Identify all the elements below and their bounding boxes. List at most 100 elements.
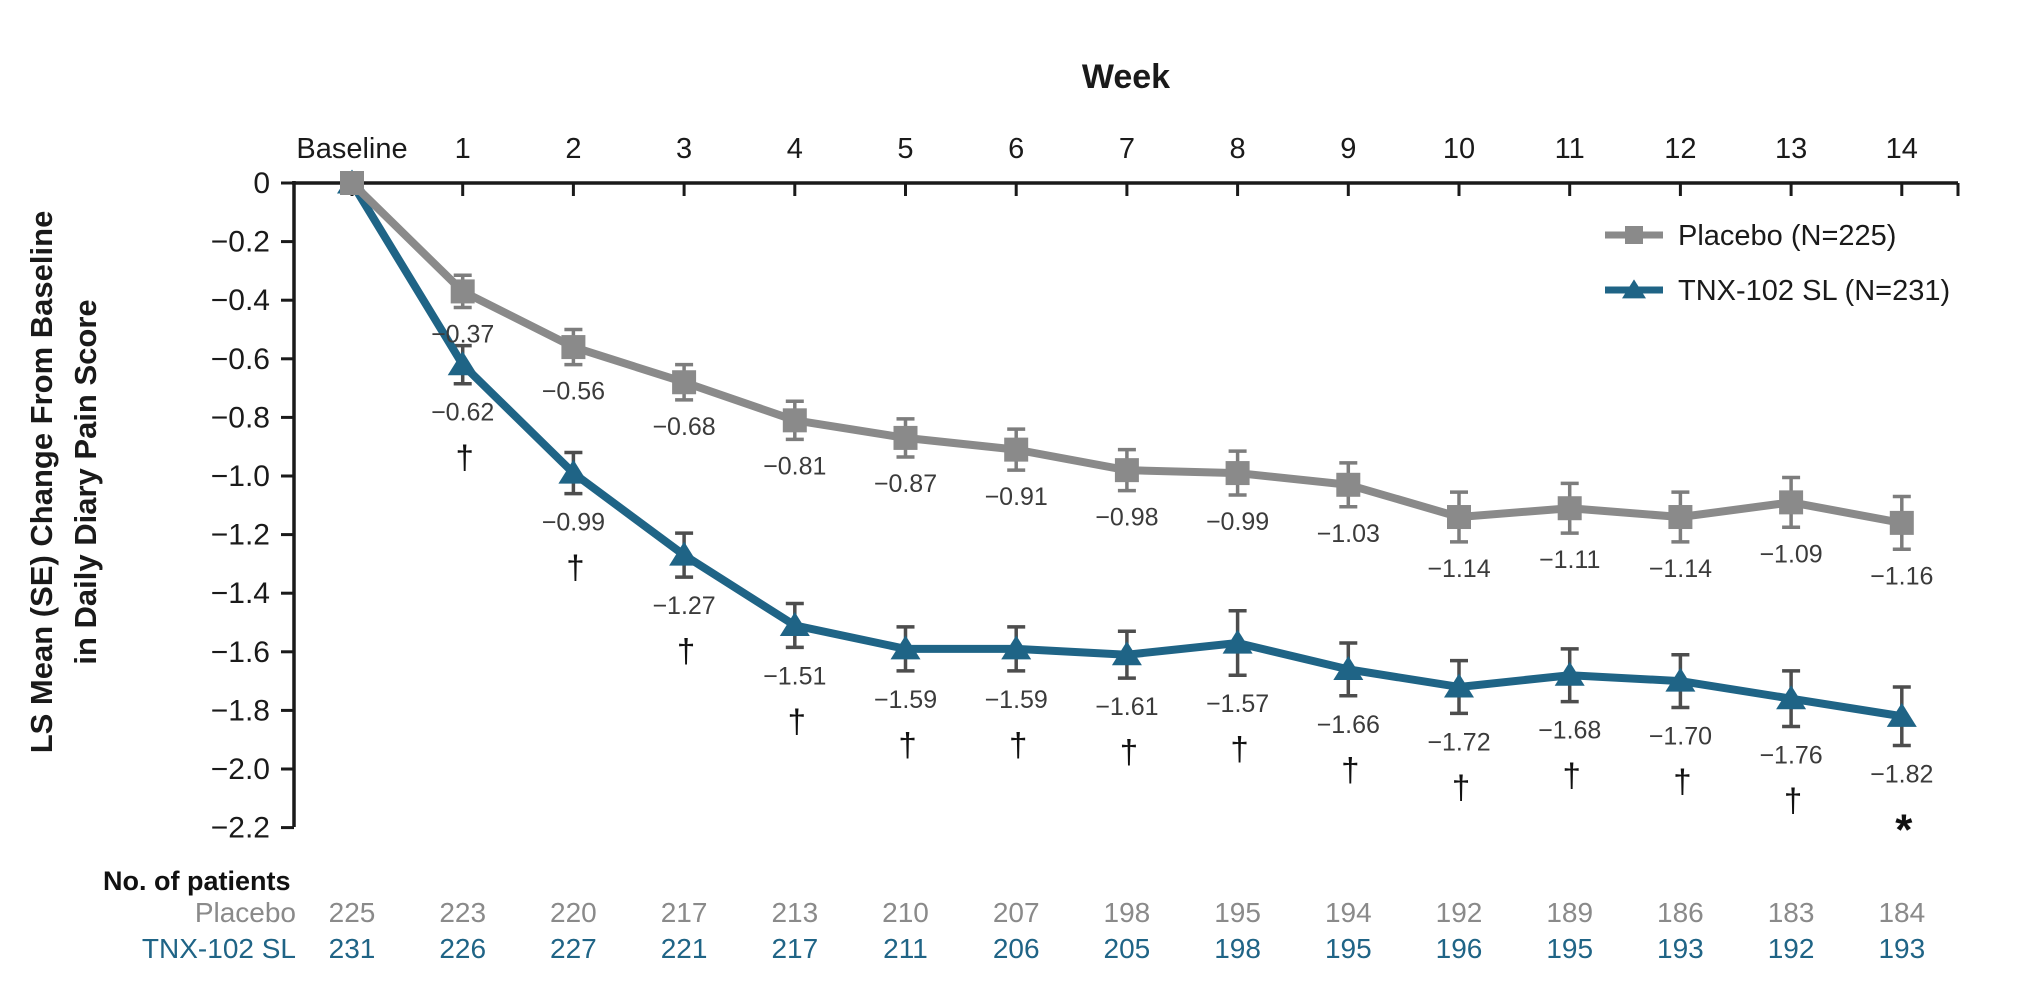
patients-count: 213 [771, 897, 818, 928]
series-marker-triangle [669, 541, 700, 566]
series-placebo-labels: −0.37 −0.56 −0.68 −0.81 −0.87 −0.91 −0.98 −0.99… [431, 321, 1933, 591]
data-label: −1.14 [1427, 555, 1490, 583]
series-tnx-labels: −0.62 † −0.99 † −1.27 † −1.51 † −1.59 † −1.59 † −1.6… [431, 399, 1933, 855]
data-label: −1.70 [1649, 722, 1712, 750]
patients-count: 193 [1878, 933, 1925, 964]
x-tick-label: 10 [1443, 133, 1475, 165]
series-marker-square [340, 171, 364, 195]
patients-count: 227 [550, 933, 597, 964]
data-label: −0.56 [542, 378, 605, 406]
series-marker-square [1889, 510, 1914, 535]
data-label: −1.14 [1649, 555, 1712, 583]
dagger-annotation: † [1452, 768, 1470, 805]
dagger-annotation: † [898, 726, 916, 763]
patients-count: 192 [1436, 897, 1483, 928]
patients-row-placebo: Placebo 225 223 220 217 213 210 207 198 195 194 192… [195, 897, 1925, 928]
series-marker-triangle [447, 351, 478, 376]
y-tick-label: −0.8 [211, 401, 270, 434]
dagger-annotation: † [566, 549, 584, 586]
data-label: −1.11 [1539, 546, 1600, 574]
data-label: −0.91 [985, 483, 1048, 511]
x-tick-label: 9 [1340, 133, 1356, 165]
series-marker-triangle [558, 459, 589, 484]
patients-table-header: No. of patients [103, 866, 291, 896]
data-label: −0.87 [874, 470, 937, 498]
patients-count: 217 [771, 933, 818, 964]
patients-count: 231 [329, 933, 376, 964]
data-label: −0.81 [763, 452, 826, 480]
patients-count: 206 [993, 933, 1040, 964]
patients-count: 195 [1325, 933, 1372, 964]
y-tick-label: −1.4 [211, 577, 270, 610]
patients-count: 207 [993, 897, 1040, 928]
y-tick-label: −2.2 [211, 812, 270, 845]
x-tick-label: 12 [1664, 133, 1696, 165]
series-marker-square [1668, 505, 1693, 530]
patients-count: 189 [1546, 897, 1593, 928]
data-label: −1.61 [1095, 693, 1158, 721]
x-tick-label: 3 [676, 133, 692, 165]
series-placebo [340, 171, 1914, 551]
data-label: −1.27 [652, 592, 715, 620]
data-label: −1.16 [1870, 562, 1933, 590]
series-marker-square [561, 335, 586, 360]
patients-count: 226 [439, 933, 486, 964]
patients-count: 196 [1436, 933, 1483, 964]
y-tick-label: −2.0 [211, 753, 270, 786]
patients-count: 183 [1768, 897, 1815, 928]
dagger-annotation: † [1784, 782, 1802, 819]
dagger-annotation: † [1120, 733, 1138, 770]
dagger-annotation: † [1341, 751, 1359, 788]
series-marker-square [1225, 461, 1250, 486]
data-label: −0.68 [652, 413, 715, 441]
dagger-annotation: † [1563, 757, 1581, 794]
x-tick-label: Baseline [296, 133, 407, 165]
dagger-annotation: † [456, 439, 474, 476]
data-label: −1.59 [985, 686, 1048, 714]
patients-count: 223 [439, 897, 486, 928]
patients-count: 211 [883, 933, 928, 964]
x-tick-label: 2 [565, 133, 581, 165]
series-marker-triangle [1001, 635, 1032, 660]
axes: Baseline 1 2 3 4 5 6 7 8 9 10 11 12 13 140−0.2−0.4−0.6… [211, 133, 1960, 845]
series-marker-triangle [1333, 655, 1364, 680]
data-label: −0.62 [431, 399, 494, 427]
data-label: −1.59 [874, 686, 937, 714]
y-tick-label: −1.0 [211, 460, 270, 493]
dagger-annotation: † [1673, 762, 1691, 799]
data-label: −0.99 [1206, 508, 1269, 536]
data-label: −1.82 [1870, 761, 1933, 789]
series-marker-triangle [1665, 667, 1696, 692]
series-marker-triangle [1222, 629, 1253, 654]
x-tick-label: 1 [455, 133, 471, 165]
series-marker-square [1625, 226, 1643, 244]
patients-count: 225 [329, 897, 376, 928]
series-marker-triangle [1776, 685, 1807, 710]
patients-row-label: Placebo [195, 897, 296, 928]
patients-count: 193 [1657, 933, 1704, 964]
patients-count: 195 [1546, 933, 1593, 964]
data-label: −0.98 [1095, 504, 1158, 532]
patients-count: 198 [1214, 933, 1261, 964]
series-marker-triangle [1554, 661, 1585, 686]
patients-count: 205 [1104, 933, 1151, 964]
dagger-annotation: † [677, 632, 695, 669]
series-marker-triangle [779, 611, 810, 636]
data-label: −1.57 [1206, 690, 1269, 718]
x-tick-label: 6 [1008, 133, 1024, 165]
data-label: −0.99 [542, 509, 605, 537]
legend: Placebo (N=225) TNX-102 SL (N=231) [1605, 220, 1950, 307]
patients-count: 186 [1657, 897, 1704, 928]
legend-label: Placebo (N=225) [1678, 220, 1896, 252]
y-tick-label: −1.8 [211, 694, 270, 727]
patients-count: 184 [1878, 897, 1925, 928]
series-placebo-markers [340, 171, 1914, 535]
x-tick-label: 13 [1775, 133, 1807, 165]
series-marker-triangle [1886, 702, 1917, 727]
patients-count: 192 [1768, 933, 1815, 964]
series-marker-square [672, 370, 697, 395]
y-tick-label: −0.6 [211, 343, 270, 376]
